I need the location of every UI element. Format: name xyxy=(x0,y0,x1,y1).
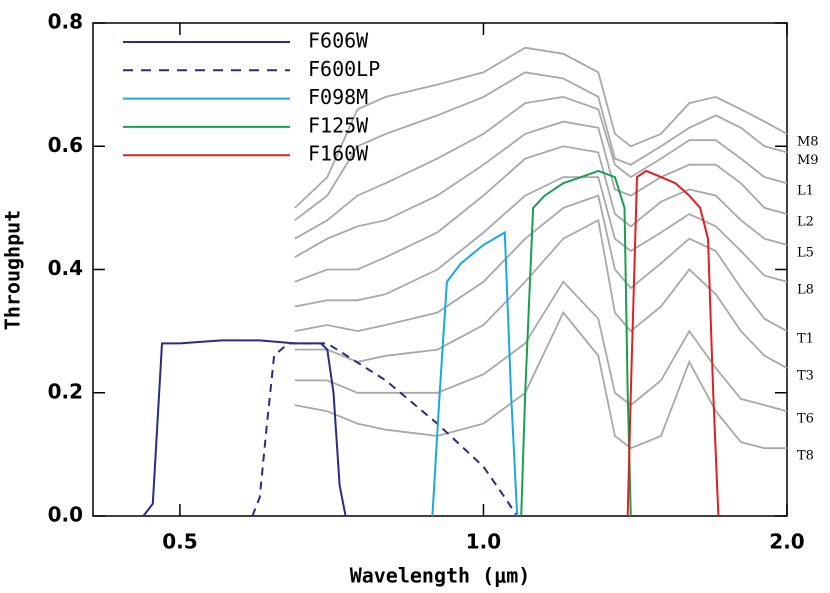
x-tick-label: 1.0 xyxy=(466,530,501,554)
spectrum-line xyxy=(294,120,788,258)
spectrum-line xyxy=(294,95,788,240)
legend-label: F606W xyxy=(308,29,369,53)
spectrum-label: T8 xyxy=(797,449,814,464)
spectrum-label: T1 xyxy=(797,332,814,347)
filter-line xyxy=(626,169,720,517)
spectrum-label: M8 xyxy=(797,134,819,149)
spectrum-line xyxy=(294,176,788,308)
y-tick-label: 0.6 xyxy=(48,133,83,157)
y-tick-label: 0.0 xyxy=(48,503,83,527)
filter-line xyxy=(142,339,347,517)
spectrum-line xyxy=(294,310,787,450)
y-axis-title: Throughput xyxy=(1,210,25,330)
y-tick-label: 0.4 xyxy=(48,256,83,280)
legend-label: F160W xyxy=(308,142,369,166)
spectrum-label: T3 xyxy=(797,369,814,384)
filter-line xyxy=(520,169,632,517)
spectrum-line xyxy=(294,280,788,413)
spectrum-label: T6 xyxy=(797,412,814,427)
spectrum-label: L2 xyxy=(797,215,814,230)
filter-line xyxy=(431,230,519,517)
legend-label: F600LP xyxy=(308,57,380,81)
x-tick-label: 2.0 xyxy=(769,530,804,554)
spectrum-line xyxy=(294,46,788,209)
plot-frame xyxy=(92,22,788,517)
spectrum-label: M9 xyxy=(797,153,819,168)
legend-label: F098M xyxy=(308,85,368,109)
spectrum-line xyxy=(294,218,788,369)
spectrum-label: L8 xyxy=(797,282,814,297)
spectrum-line xyxy=(294,194,788,333)
y-tick-label: 0.8 xyxy=(48,10,83,34)
spectrum-line xyxy=(294,71,788,221)
spectrum-label: L1 xyxy=(797,184,814,199)
x-tick-label: 0.5 xyxy=(162,530,197,554)
legend-label: F125W xyxy=(308,113,369,137)
y-tick-label: 0.2 xyxy=(48,379,83,403)
spectrum-line xyxy=(294,145,788,283)
x-axis-title: Wavelength (μm) xyxy=(350,564,531,588)
spectrum-label: L5 xyxy=(797,245,814,260)
